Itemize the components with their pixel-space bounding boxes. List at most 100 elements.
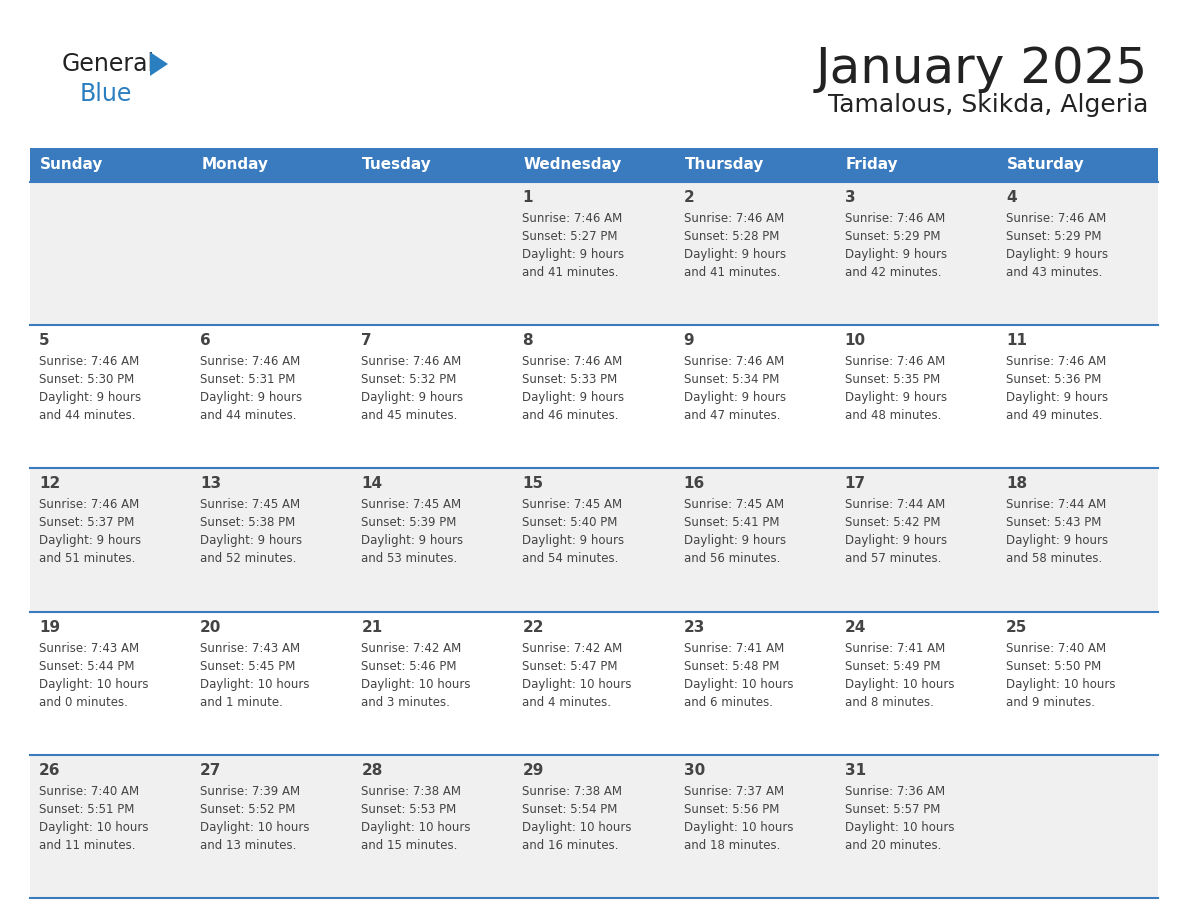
Text: Daylight: 9 hours: Daylight: 9 hours	[683, 534, 785, 547]
Text: and 47 minutes.: and 47 minutes.	[683, 409, 781, 422]
Text: and 56 minutes.: and 56 minutes.	[683, 553, 781, 565]
Text: Sunset: 5:51 PM: Sunset: 5:51 PM	[39, 803, 134, 816]
Text: Sunrise: 7:46 AM: Sunrise: 7:46 AM	[1006, 212, 1106, 225]
Text: 30: 30	[683, 763, 704, 778]
Text: 20: 20	[200, 620, 221, 634]
Text: and 45 minutes.: and 45 minutes.	[361, 409, 457, 422]
Text: Sunset: 5:44 PM: Sunset: 5:44 PM	[39, 660, 134, 673]
Text: Sunrise: 7:37 AM: Sunrise: 7:37 AM	[683, 785, 784, 798]
Text: Wednesday: Wednesday	[524, 158, 621, 173]
Polygon shape	[150, 52, 168, 76]
Text: Sunrise: 7:42 AM: Sunrise: 7:42 AM	[523, 642, 623, 655]
Text: and 46 minutes.: and 46 minutes.	[523, 409, 619, 422]
Text: Daylight: 10 hours: Daylight: 10 hours	[845, 821, 954, 834]
Text: 2: 2	[683, 190, 694, 205]
Text: 24: 24	[845, 620, 866, 634]
Text: Daylight: 10 hours: Daylight: 10 hours	[523, 677, 632, 690]
Text: and 41 minutes.: and 41 minutes.	[683, 266, 781, 279]
Bar	[30, 148, 1158, 182]
Text: 7: 7	[361, 333, 372, 348]
Text: Sunrise: 7:42 AM: Sunrise: 7:42 AM	[361, 642, 461, 655]
Text: Sunset: 5:39 PM: Sunset: 5:39 PM	[361, 517, 456, 530]
Text: Sunset: 5:43 PM: Sunset: 5:43 PM	[1006, 517, 1101, 530]
Text: Sunrise: 7:46 AM: Sunrise: 7:46 AM	[1006, 355, 1106, 368]
Text: and 15 minutes.: and 15 minutes.	[361, 839, 457, 852]
Text: Sunrise: 7:43 AM: Sunrise: 7:43 AM	[200, 642, 301, 655]
Text: Sunrise: 7:46 AM: Sunrise: 7:46 AM	[523, 355, 623, 368]
Text: Sunrise: 7:46 AM: Sunrise: 7:46 AM	[200, 355, 301, 368]
Text: and 51 minutes.: and 51 minutes.	[39, 553, 135, 565]
Text: Sunrise: 7:46 AM: Sunrise: 7:46 AM	[361, 355, 461, 368]
Text: Sunrise: 7:39 AM: Sunrise: 7:39 AM	[200, 785, 301, 798]
Text: Sunset: 5:38 PM: Sunset: 5:38 PM	[200, 517, 296, 530]
Text: Sunrise: 7:40 AM: Sunrise: 7:40 AM	[39, 785, 139, 798]
Text: Daylight: 9 hours: Daylight: 9 hours	[1006, 248, 1108, 261]
Text: Sunrise: 7:41 AM: Sunrise: 7:41 AM	[683, 642, 784, 655]
Text: Sunrise: 7:41 AM: Sunrise: 7:41 AM	[845, 642, 944, 655]
Text: and 1 minute.: and 1 minute.	[200, 696, 283, 709]
Bar	[30, 755, 1158, 898]
Text: 6: 6	[200, 333, 211, 348]
Text: 5: 5	[39, 333, 50, 348]
Text: Daylight: 9 hours: Daylight: 9 hours	[361, 391, 463, 404]
Text: 26: 26	[39, 763, 61, 778]
Text: 8: 8	[523, 333, 533, 348]
Bar	[30, 468, 1158, 611]
Text: Daylight: 9 hours: Daylight: 9 hours	[200, 391, 302, 404]
Text: Sunset: 5:29 PM: Sunset: 5:29 PM	[845, 230, 940, 243]
Text: 16: 16	[683, 476, 704, 491]
Text: 3: 3	[845, 190, 855, 205]
Text: and 0 minutes.: and 0 minutes.	[39, 696, 128, 709]
Text: Sunset: 5:31 PM: Sunset: 5:31 PM	[200, 374, 296, 386]
Text: Daylight: 10 hours: Daylight: 10 hours	[361, 677, 470, 690]
Text: 13: 13	[200, 476, 221, 491]
Text: Sunset: 5:56 PM: Sunset: 5:56 PM	[683, 803, 779, 816]
Text: Sunrise: 7:46 AM: Sunrise: 7:46 AM	[683, 212, 784, 225]
Text: Sunset: 5:37 PM: Sunset: 5:37 PM	[39, 517, 134, 530]
Text: Tamalous, Skikda, Algeria: Tamalous, Skikda, Algeria	[828, 93, 1148, 117]
Text: Sunset: 5:30 PM: Sunset: 5:30 PM	[39, 374, 134, 386]
Text: Sunrise: 7:46 AM: Sunrise: 7:46 AM	[683, 355, 784, 368]
Text: Daylight: 10 hours: Daylight: 10 hours	[845, 677, 954, 690]
Text: Daylight: 9 hours: Daylight: 9 hours	[361, 534, 463, 547]
Text: 23: 23	[683, 620, 704, 634]
Text: Sunset: 5:32 PM: Sunset: 5:32 PM	[361, 374, 456, 386]
Text: and 41 minutes.: and 41 minutes.	[523, 266, 619, 279]
Text: Sunrise: 7:46 AM: Sunrise: 7:46 AM	[39, 498, 139, 511]
Text: Daylight: 9 hours: Daylight: 9 hours	[39, 534, 141, 547]
Text: Daylight: 9 hours: Daylight: 9 hours	[845, 248, 947, 261]
Text: Sunset: 5:34 PM: Sunset: 5:34 PM	[683, 374, 779, 386]
Text: Daylight: 9 hours: Daylight: 9 hours	[523, 534, 625, 547]
Bar	[30, 325, 1158, 468]
Text: 21: 21	[361, 620, 383, 634]
Text: Daylight: 10 hours: Daylight: 10 hours	[200, 677, 310, 690]
Text: Blue: Blue	[80, 82, 132, 106]
Text: 31: 31	[845, 763, 866, 778]
Text: Monday: Monday	[201, 158, 268, 173]
Text: 27: 27	[200, 763, 221, 778]
Text: 19: 19	[39, 620, 61, 634]
Text: Sunset: 5:27 PM: Sunset: 5:27 PM	[523, 230, 618, 243]
Text: Daylight: 9 hours: Daylight: 9 hours	[845, 534, 947, 547]
Text: Sunset: 5:49 PM: Sunset: 5:49 PM	[845, 660, 940, 673]
Text: Sunrise: 7:36 AM: Sunrise: 7:36 AM	[845, 785, 944, 798]
Text: General: General	[62, 52, 156, 76]
Text: and 57 minutes.: and 57 minutes.	[845, 553, 941, 565]
Text: Daylight: 10 hours: Daylight: 10 hours	[361, 821, 470, 834]
Text: Sunrise: 7:46 AM: Sunrise: 7:46 AM	[39, 355, 139, 368]
Text: and 8 minutes.: and 8 minutes.	[845, 696, 934, 709]
Text: Sunset: 5:28 PM: Sunset: 5:28 PM	[683, 230, 779, 243]
Text: and 18 minutes.: and 18 minutes.	[683, 839, 781, 852]
Text: Sunset: 5:40 PM: Sunset: 5:40 PM	[523, 517, 618, 530]
Text: Sunrise: 7:44 AM: Sunrise: 7:44 AM	[845, 498, 944, 511]
Text: and 44 minutes.: and 44 minutes.	[39, 409, 135, 422]
Text: Daylight: 10 hours: Daylight: 10 hours	[39, 677, 148, 690]
Text: 18: 18	[1006, 476, 1026, 491]
Text: 17: 17	[845, 476, 866, 491]
Text: 28: 28	[361, 763, 383, 778]
Text: Sunset: 5:50 PM: Sunset: 5:50 PM	[1006, 660, 1101, 673]
Text: Sunrise: 7:40 AM: Sunrise: 7:40 AM	[1006, 642, 1106, 655]
Text: Saturday: Saturday	[1007, 158, 1085, 173]
Text: and 58 minutes.: and 58 minutes.	[1006, 553, 1102, 565]
Text: Sunrise: 7:43 AM: Sunrise: 7:43 AM	[39, 642, 139, 655]
